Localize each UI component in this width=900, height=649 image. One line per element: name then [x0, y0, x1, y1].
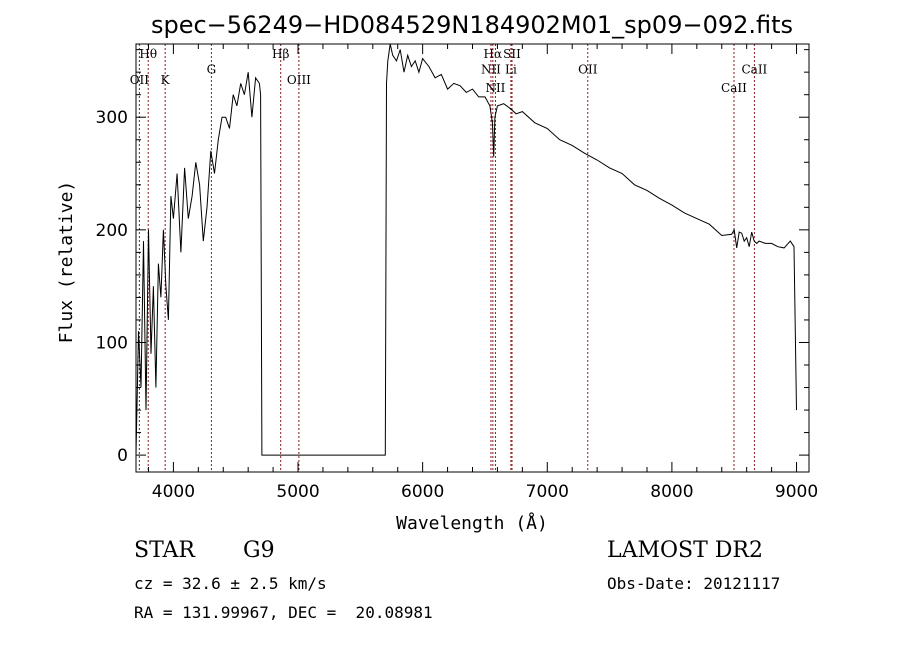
x-tick-label: 7000	[526, 482, 569, 502]
line-marker-label: SII	[503, 47, 521, 61]
observation-date: Obs-Date: 20121117	[607, 574, 781, 593]
coordinates-readout: RA = 131.99967, DEC = 20.08981	[134, 603, 433, 622]
y-tick-label: 200	[96, 221, 128, 241]
redshift-readout: cz = 32.6 ± 2.5 km/s	[134, 574, 327, 593]
x-tick-label: 6000	[401, 482, 444, 502]
line-marker-label: OIII	[287, 73, 311, 87]
y-tick-label: 0	[117, 446, 128, 466]
line-marker-label: G	[207, 63, 217, 77]
x-tick-label: 4000	[152, 482, 195, 502]
y-tick-label: 100	[96, 333, 128, 353]
object-class: STAR	[134, 538, 195, 563]
x-axis-label: Wavelength (Å)	[396, 512, 548, 534]
chart-title: spec−56249−HD084529N184902M01_sp09−092.f…	[151, 11, 793, 39]
x-tick-label: 9000	[775, 482, 818, 502]
line-marker-label: Hθ	[139, 47, 157, 61]
spectrum-line	[135, 43, 797, 456]
line-marker-label: Hα	[484, 47, 503, 61]
y-tick-label: 300	[96, 108, 128, 128]
line-marker-label: Li	[505, 63, 517, 77]
line-marker-label: Hβ	[272, 47, 289, 61]
plot-frame	[135, 43, 810, 473]
line-marker-label: OII	[130, 73, 150, 87]
x-tick-label: 8000	[650, 482, 693, 502]
line-marker-label: K	[161, 73, 171, 87]
line-marker-label: OII	[578, 63, 598, 77]
survey-name: LAMOST DR2	[607, 538, 763, 563]
line-marker-label: CaII	[741, 63, 767, 77]
y-axis-label: Flux (relative)	[56, 181, 77, 344]
line-marker-label: NII	[481, 63, 501, 77]
line-marker-label: CaII	[721, 81, 747, 95]
x-tick-label: 5000	[276, 482, 319, 502]
object-subclass: G9	[243, 538, 275, 563]
line-marker-label: NII	[485, 81, 505, 95]
axis-ticks: 4000 5000 6000 7000 8000 9000 0 100 200 300	[96, 44, 818, 502]
